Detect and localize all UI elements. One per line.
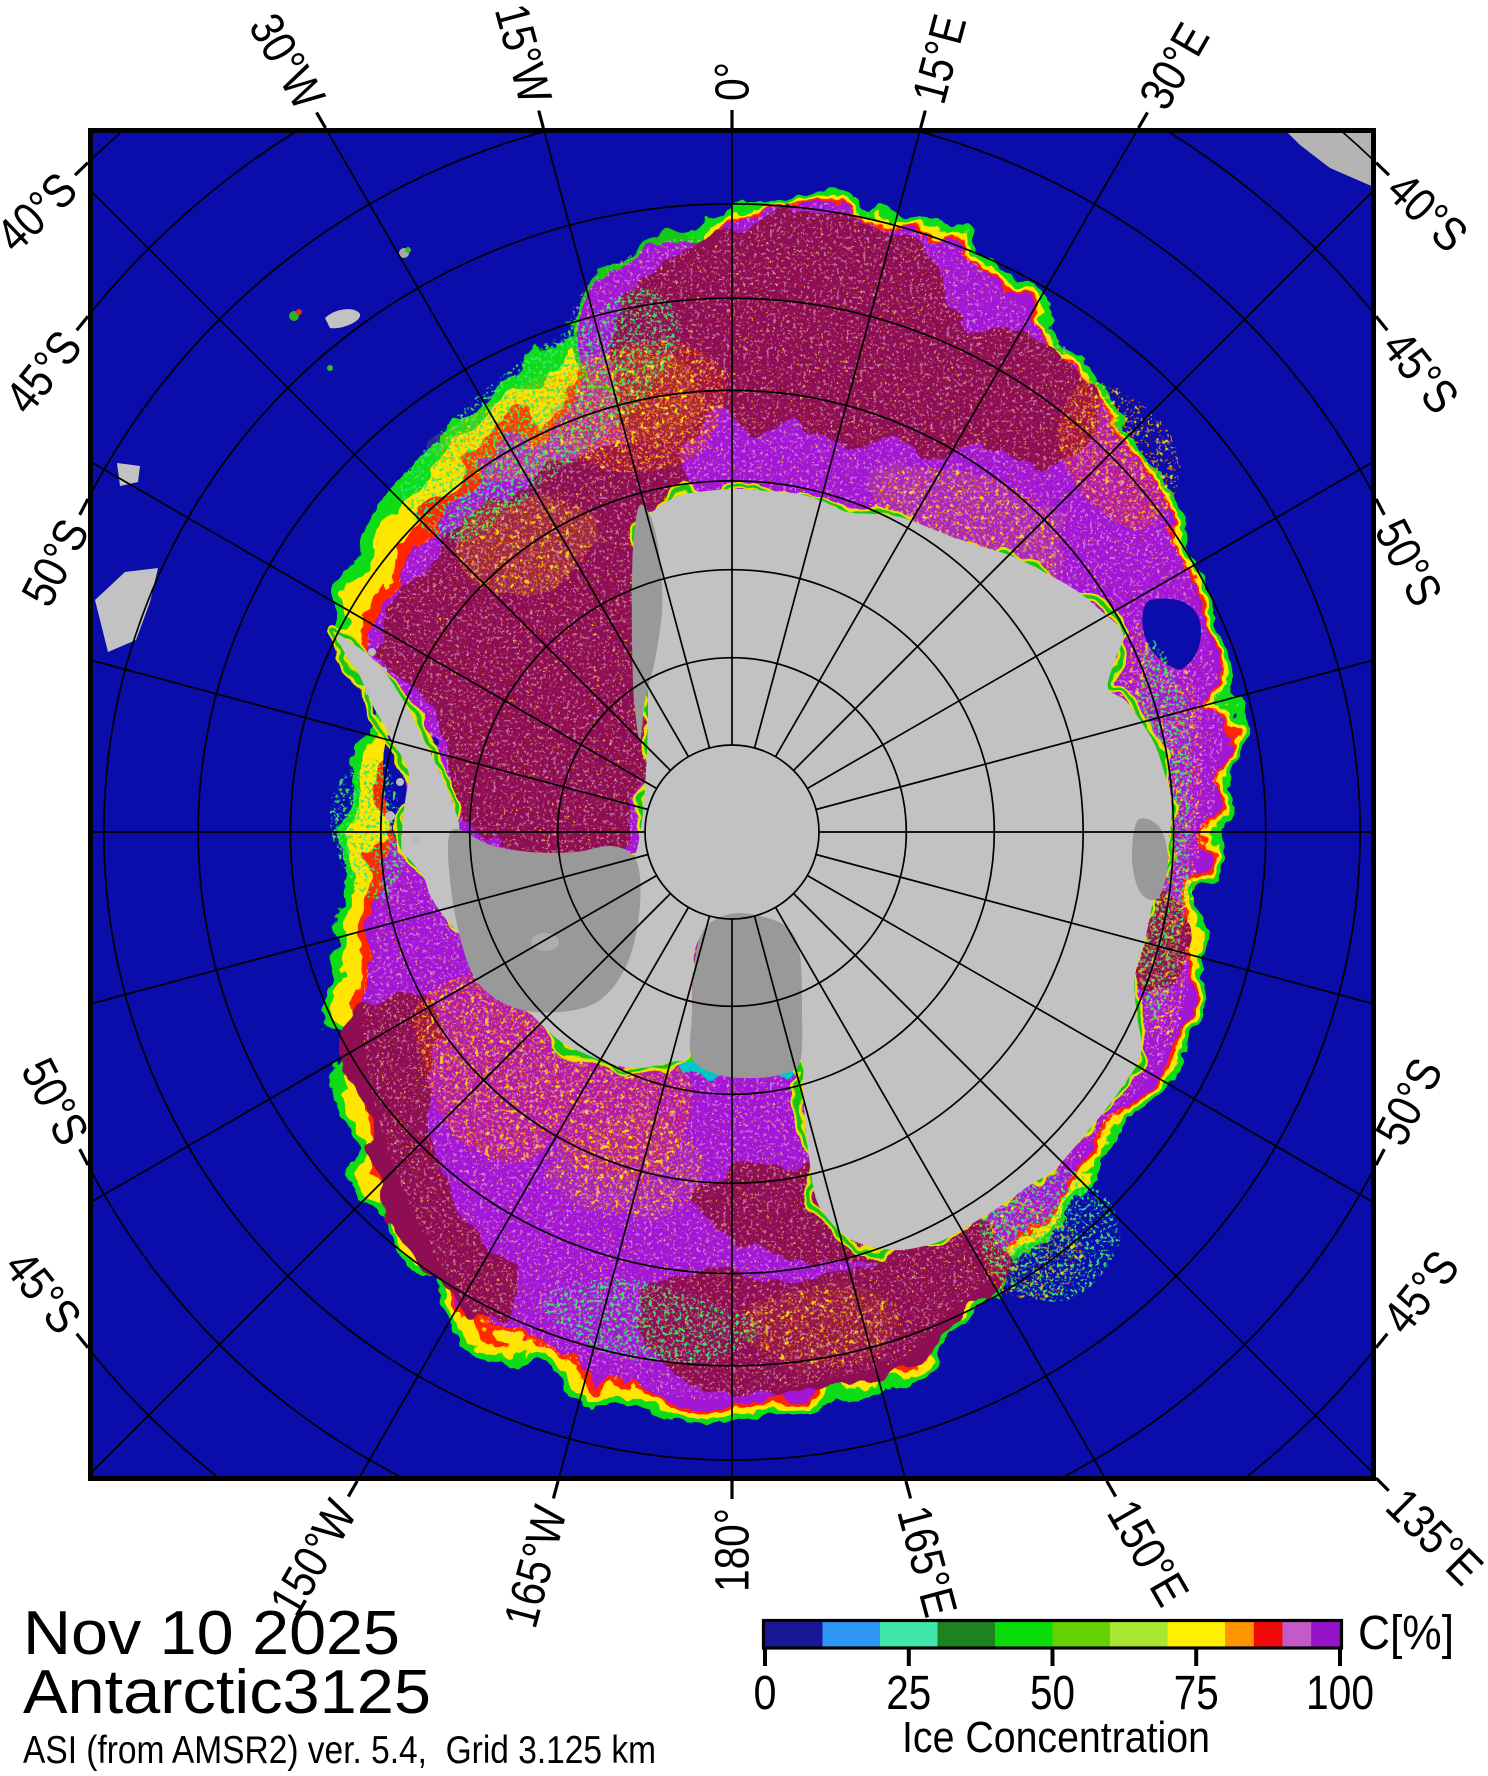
svg-text:0: 0 <box>754 1667 777 1720</box>
svg-text:0°: 0° <box>707 62 760 101</box>
svg-text:ASI (from AMSR2) ver. 5.4, Gr: ASI (from AMSR2) ver. 5.4, Grid 3.125 km <box>23 1729 656 1771</box>
svg-text:Antarctic3125: Antarctic3125 <box>23 1658 431 1727</box>
svg-text:100: 100 <box>1306 1667 1374 1720</box>
svg-text:Ice Concentration: Ice Concentration <box>902 1713 1210 1762</box>
svg-text:180°: 180° <box>707 1508 760 1592</box>
svg-text:C[%]: C[%] <box>1358 1607 1454 1660</box>
